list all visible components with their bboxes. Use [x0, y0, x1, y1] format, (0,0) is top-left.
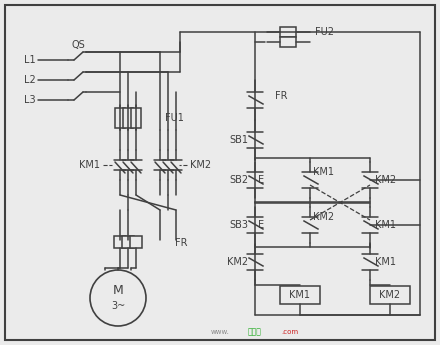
Bar — [370, 286, 410, 304]
Text: SB1: SB1 — [229, 135, 248, 145]
Text: L3: L3 — [24, 95, 36, 105]
Text: KM2: KM2 — [313, 212, 334, 222]
Text: KM2: KM2 — [190, 160, 211, 170]
Text: 3~: 3~ — [111, 301, 125, 311]
Text: SB3: SB3 — [229, 220, 248, 230]
Bar — [122, 236, 134, 248]
Bar — [280, 27, 297, 37]
Text: KM1: KM1 — [79, 160, 100, 170]
Text: 接线图: 接线图 — [248, 327, 262, 336]
Text: KM1: KM1 — [290, 290, 311, 300]
Text: KM2: KM2 — [379, 290, 400, 300]
Text: L1: L1 — [24, 55, 36, 65]
Text: KM1: KM1 — [375, 220, 396, 230]
Text: M: M — [113, 285, 123, 297]
Text: KM1: KM1 — [375, 257, 396, 267]
Bar — [280, 286, 320, 304]
Bar — [123, 108, 133, 128]
Text: L2: L2 — [24, 75, 36, 85]
Text: www.: www. — [211, 329, 229, 335]
Bar — [114, 236, 126, 248]
Text: SB2: SB2 — [229, 175, 248, 185]
Bar — [131, 108, 141, 128]
Bar — [130, 236, 142, 248]
Text: KM1: KM1 — [313, 167, 334, 177]
Text: KM2: KM2 — [227, 257, 248, 267]
Text: FU1: FU1 — [165, 113, 184, 123]
Text: FU2: FU2 — [315, 27, 334, 37]
Text: .com: .com — [282, 329, 299, 335]
Bar — [280, 37, 297, 47]
Text: FR: FR — [175, 238, 187, 248]
Text: E: E — [258, 175, 264, 185]
Text: QS: QS — [71, 40, 85, 50]
Text: KM2: KM2 — [375, 175, 396, 185]
Text: E: E — [258, 220, 264, 230]
Bar — [115, 108, 125, 128]
Text: FR: FR — [275, 91, 287, 101]
